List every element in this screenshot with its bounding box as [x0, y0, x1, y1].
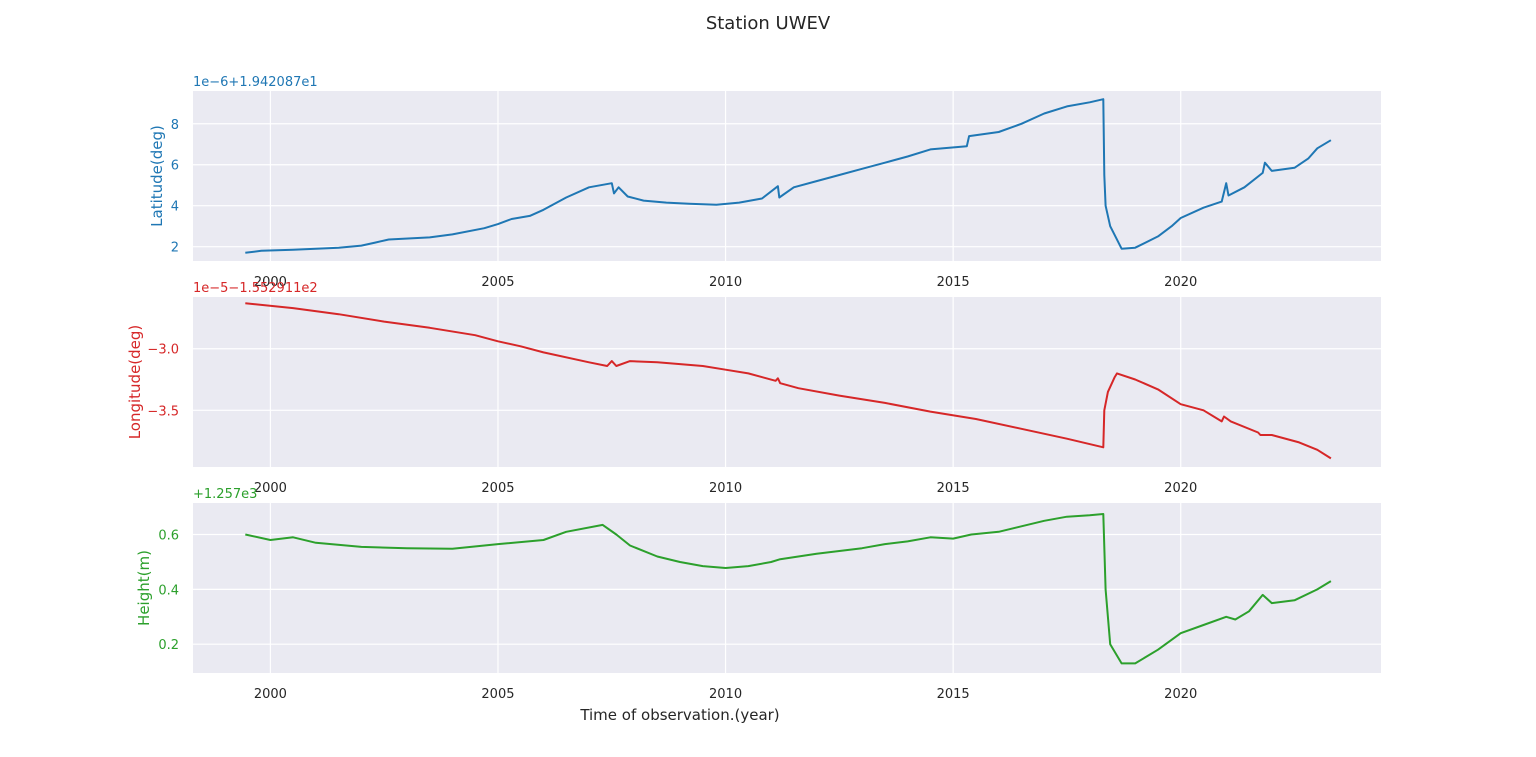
height-panel: 2000 2005 2010 2015 2020 0.6 0.4 0.2 +1.257e3 Hei…: [135, 487, 1381, 724]
longitude-series-line: [245, 302, 1332, 460]
longitude-xtick-label: 2020: [1164, 481, 1197, 496]
latitude-xtick-label: 2010: [709, 275, 742, 290]
height-xtick-label: 2015: [937, 687, 970, 702]
height-ylabel: Height(m): [135, 550, 153, 626]
latitude-ytick-label: 8: [171, 118, 179, 133]
longitude-xtick-label: 2010: [709, 481, 742, 496]
longitude-xtick-label: 2005: [481, 481, 514, 496]
latitude-ytick-label: 6: [171, 159, 179, 174]
longitude-ytick-label: −3.0: [147, 343, 179, 358]
latitude-xtick-label: 2005: [481, 275, 514, 290]
height-ytick-label: 0.2: [158, 638, 179, 653]
height-xtick-label: 2000: [254, 687, 287, 702]
height-ytick-label: 0.4: [158, 583, 179, 598]
latitude-xtick-label: 2015: [937, 275, 970, 290]
latitude-ylabel: Latitude(deg): [148, 125, 166, 227]
latitude-plot-area: [193, 91, 1381, 261]
height-xtick-label: 2010: [709, 687, 742, 702]
longitude-plot-area: [193, 297, 1381, 467]
longitude-panel: 2000 2005 2010 2015 2020 −3.0 −3.5 1e−5−1.55291…: [126, 281, 1381, 496]
longitude-xtick-label: 2015: [937, 481, 970, 496]
longitude-ytick-label: −3.5: [147, 404, 179, 419]
figure-title: Station UWEV: [706, 13, 831, 34]
latitude-xtick-label: 2020: [1164, 275, 1197, 290]
latitude-offset-label: 1e−6+1.942087e1: [193, 75, 318, 90]
latitude-ytick-label: 2: [171, 241, 179, 256]
height-offset-label: +1.257e3: [193, 487, 257, 502]
latitude-panel: 2000 2005 2010 2015 2020 2 4 6 8 1e−6+1.942087e1 L…: [148, 75, 1381, 290]
longitude-xtick-label: 2000: [254, 481, 287, 496]
height-xtick-label: 2005: [481, 687, 514, 702]
longitude-ylabel: Longitude(deg): [126, 325, 144, 440]
height-series-line: [245, 513, 1332, 665]
height-xlabel: Time of observation.(year): [579, 706, 779, 724]
height-ytick-label: 0.6: [158, 529, 179, 544]
latitude-ytick-label: 4: [171, 200, 179, 215]
height-plot-area: [193, 503, 1381, 673]
panels-group: 2000 2005 2010 2015 2020 2 4 6 8 1e−6+1.942087e1 L…: [126, 75, 1381, 724]
longitude-offset-label: 1e−5−1.552911e2: [193, 281, 318, 296]
latitude-series-line: [245, 98, 1332, 254]
height-xtick-label: 2020: [1164, 687, 1197, 702]
latitude-xtick-label: 2000: [254, 275, 287, 290]
